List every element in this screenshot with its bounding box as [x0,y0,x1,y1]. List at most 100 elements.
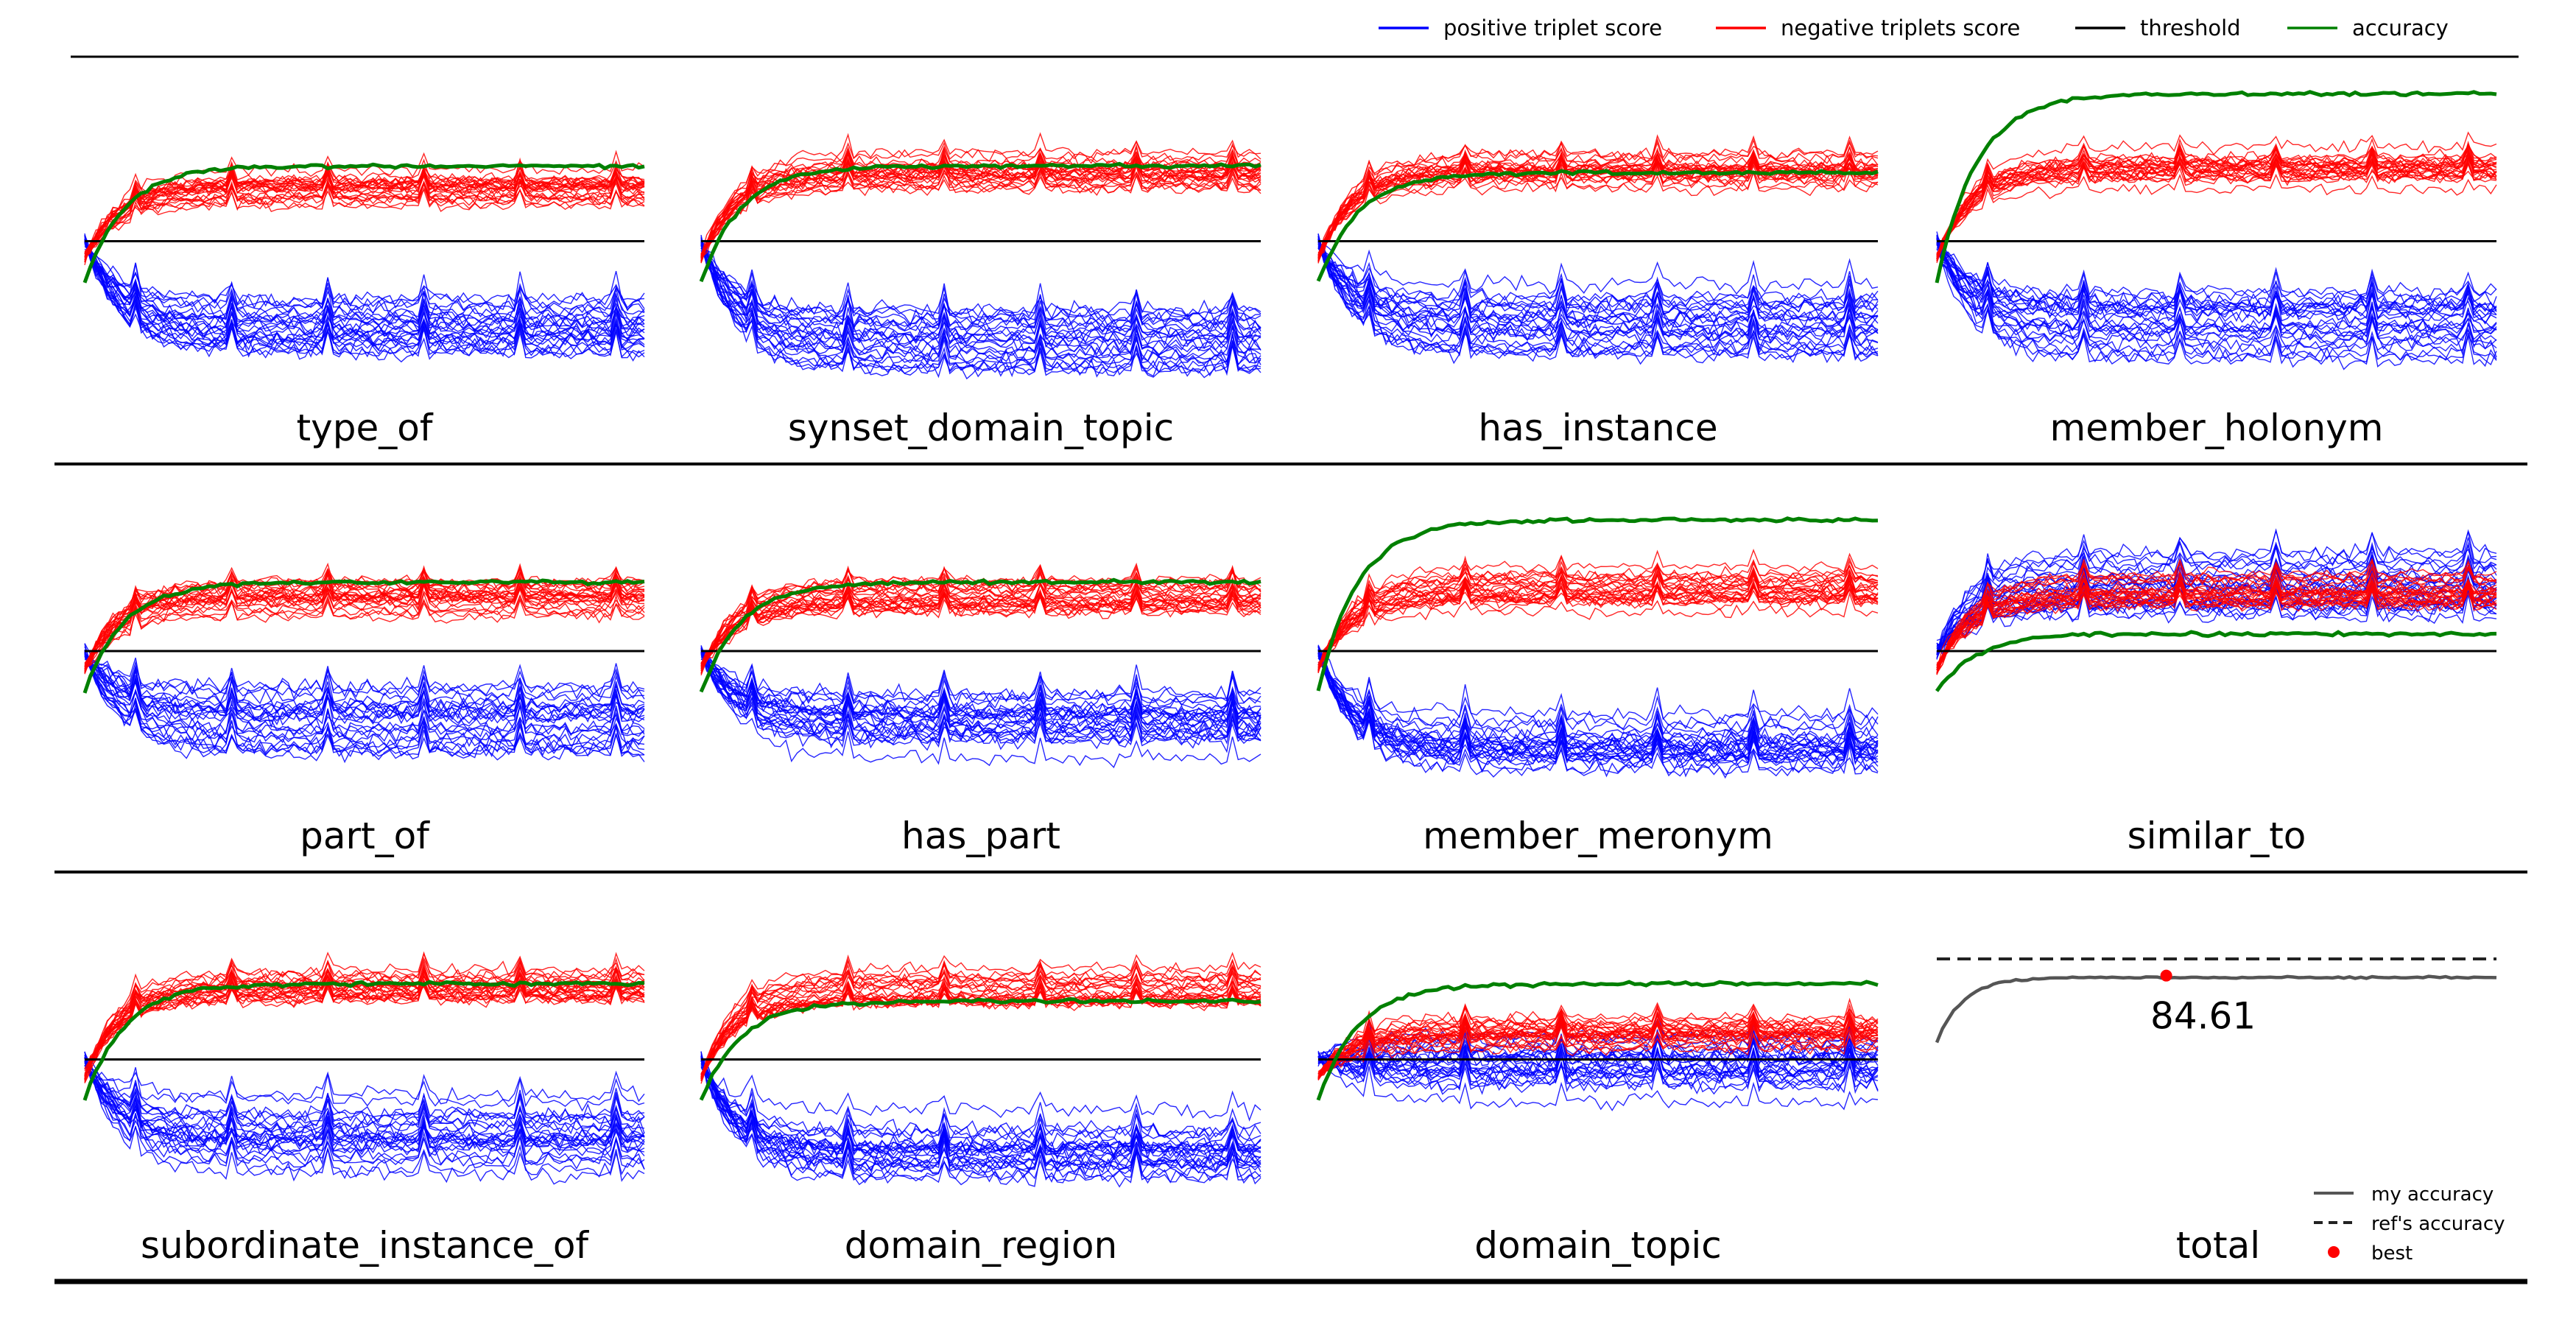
panels-group: type_of synset_domain_topic has_instance me… [82,90,2497,1267]
positive-series-line [1317,1052,1879,1093]
negative-series-line [1317,577,1878,672]
negative-series-line [1317,134,1879,256]
panel-title: part_of [300,815,430,857]
negative-series-line [84,594,645,669]
negative-series-line [84,574,645,672]
panel-title: domain_topic [1474,1224,1722,1267]
positive-series-line [84,239,645,351]
positive-series-line [1317,1047,1879,1079]
legend-label-accuracy: accuracy [2352,15,2449,41]
positive-series-line [1936,241,2497,340]
legend-label-best: best [2371,1242,2413,1265]
negative-series-line [1317,1027,1879,1077]
legend-label-threshold: threshold [2140,15,2241,41]
positive-series-line [84,1058,645,1170]
positive-series-line [84,1061,645,1165]
positive-series-line [700,247,1261,372]
positive-series-line [84,652,645,757]
negative-series-line [84,583,645,674]
accuracy-line [1316,980,1879,1101]
positive-series-line [1936,242,2497,321]
legend-item-accuracy: accuracy [2287,15,2449,41]
positive-series-line [1317,1035,1879,1071]
negative-series-line [1317,1017,1879,1075]
positive-series-line [84,651,645,698]
positive-series-line [84,244,645,340]
positive-series-line [700,245,1261,320]
positive-series-line [1936,247,2497,315]
positive-series-line [84,234,645,321]
negative-series-line [1317,997,1879,1079]
positive-series-line [84,654,645,741]
panel-part-of: part_of [82,562,645,857]
negative-series-line [84,587,645,669]
positive-series-line [700,245,1261,344]
positive-series-line [84,651,645,737]
positive-series-line [84,1061,645,1124]
negative-series-line [1317,560,1879,672]
positive-series-line [84,658,645,728]
panel-title: member_holonym [2050,407,2384,449]
positive-series-line [84,1052,645,1112]
negative-series-line [700,590,1261,676]
positive-series-line [84,238,645,362]
negative-series-line [700,594,1261,667]
positive-series-line [1317,1050,1879,1095]
accuracy-line [699,577,1261,693]
negative-series-line [700,158,1261,255]
negative-series-line [1317,1010,1879,1079]
positive-series-line [1936,238,2497,370]
negative-series-line [1936,569,2497,673]
positive-series-line [84,1051,645,1140]
positive-series-line [84,653,645,722]
positive-series-line [700,240,1261,328]
positive-series-line [1317,653,1879,725]
panel-title: member_meronym [1423,815,1773,857]
positive-series-line [84,1062,645,1179]
positive-series-line [700,656,1261,745]
negative-series-line [700,962,1261,1077]
legend-swatch-best [2328,1246,2340,1258]
positive-series-line [84,650,645,718]
positive-series-line [1317,655,1879,761]
positive-series-line [1936,236,2497,300]
positive-series-line [700,1055,1261,1159]
positive-series-line [1317,647,1879,742]
positive-series-line [700,245,1261,356]
positive-series-line [84,652,645,739]
negative-series-line [1936,559,2497,671]
negative-series-line [700,964,1261,1076]
negative-series-line [700,581,1261,675]
panel-domain-topic: domain_topic [1316,980,1879,1267]
negative-series-line [84,176,645,259]
accuracy-line [1316,169,1879,282]
positive-series-line [1936,541,2497,655]
positive-series-line [1317,1029,1879,1066]
positive-series-line [84,658,645,715]
positive-series-line [84,1054,645,1128]
positive-series-line [700,1066,1261,1156]
positive-series-line [84,653,645,725]
positive-series-line [700,1062,1261,1150]
total-legend: my accuracy ref's accuracy best [2314,1184,2505,1265]
positive-series-line [84,241,645,325]
negative-series-line [1936,572,2497,669]
negative-series-line [1317,135,1879,256]
panel-title: synset_domain_topic [788,407,1174,449]
negative-series-line [1317,170,1879,256]
positive-series-line [700,245,1261,369]
negative-series-line [1317,1003,1879,1075]
positive-series-line [84,1055,645,1185]
positive-series-line [700,242,1261,320]
positive-series-line [84,239,645,329]
positive-series-line [1317,244,1879,352]
positive-series-line [84,242,645,355]
negative-series-line [1936,584,2497,664]
negative-series-line [700,164,1261,256]
panel-title: subordinate_instance_of [141,1224,589,1267]
positive-series-line [1317,246,1879,328]
negative-series-line [84,579,645,673]
accuracy-line [82,980,645,1101]
my-accuracy-line [1935,974,2497,1044]
panel-subordinate-instance-of: subordinate_instance_of [82,951,645,1267]
